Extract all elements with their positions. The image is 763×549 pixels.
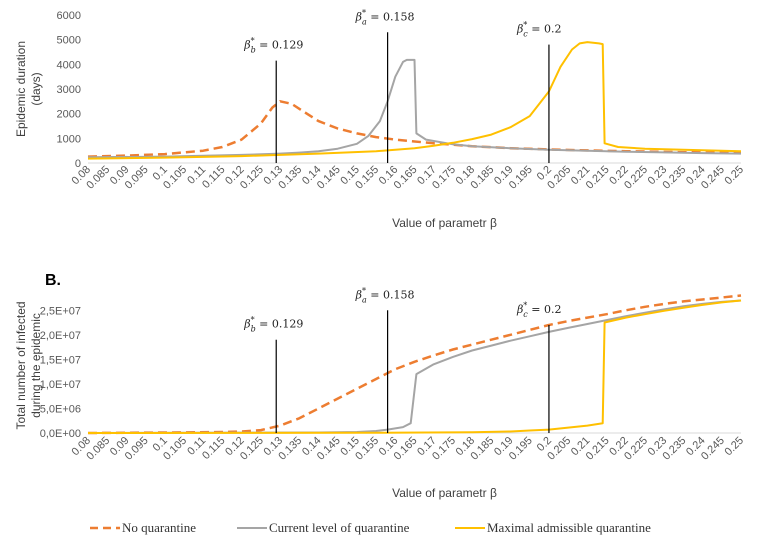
y-tick-label: 1,0E+07 xyxy=(40,379,81,391)
annotation-value: = 0.129 xyxy=(256,318,304,331)
annotation-value: = 0.129 xyxy=(256,39,304,52)
y-tick-label: 0 xyxy=(75,158,81,170)
annotation-subscript: b xyxy=(251,46,256,55)
threshold-annotation: β* a = 0.158 xyxy=(355,8,415,26)
y-tick-label: 4000 xyxy=(57,59,81,71)
annotation-star: * xyxy=(251,316,255,325)
annotation-value: = 0.158 xyxy=(367,288,415,301)
annotation-star: * xyxy=(362,286,366,295)
threshold-annotation: β* a = 0.158 xyxy=(355,286,415,304)
annotation-subscript: c xyxy=(523,30,528,39)
panel-label: B. xyxy=(45,272,61,289)
annotation-subscript: a xyxy=(362,295,367,304)
legend-label: No quarantine xyxy=(122,520,196,535)
panel-a-epidemic-duration-chart: 01000200030004000500060000.080.0850.090.… xyxy=(14,8,746,230)
y-tick-label: 5000 xyxy=(57,35,81,47)
threshold-annotation: β* c = 0.2 xyxy=(516,301,562,319)
y-tick-label: 1000 xyxy=(57,133,81,145)
legend: No quarantine Current level of quarantine… xyxy=(90,520,651,535)
y-tick-label: 5,0E+06 xyxy=(40,403,81,415)
y-tick-label: 2,0E+07 xyxy=(40,330,81,342)
annotation-subscript: c xyxy=(523,310,528,319)
x-tick-label: 0.25 xyxy=(722,435,746,459)
series-line-current-level-of-quarantine xyxy=(87,299,742,434)
y-axis-title-line: Epidemic duration xyxy=(14,41,28,137)
annotation-value: = 0.2 xyxy=(528,303,562,316)
y-tick-label: 1,5E+07 xyxy=(40,354,81,366)
y-tick-label: 0,0E+00 xyxy=(40,428,81,440)
y-axis-title-line: Total number of infected xyxy=(14,301,28,429)
annotation-star: * xyxy=(251,37,255,46)
annotation-star: * xyxy=(523,301,527,310)
series-line-current-level-of-quarantine xyxy=(87,58,742,159)
y-tick-label: 2,5E+07 xyxy=(40,305,81,317)
x-tick-label: 0.25 xyxy=(722,164,746,188)
annotation-symbol: β xyxy=(243,39,250,52)
annotation-symbol: β xyxy=(355,10,362,23)
threshold-annotation: β* b = 0.129 xyxy=(243,316,303,334)
x-axis-title: Value of parametr β xyxy=(392,216,497,230)
annotation-symbol: β xyxy=(243,318,250,331)
y-axis-title-line: during the epidemic xyxy=(29,313,43,418)
y-tick-label: 6000 xyxy=(57,10,81,22)
panel-b-total-infected-chart: 0,0E+00 5,0E+06 1,0E+07 1,5E+07 2,0E+07 2,5E+… xyxy=(14,272,746,500)
y-axis-title: Epidemic duration(days) xyxy=(14,41,43,137)
y-tick-label: 2000 xyxy=(57,109,81,121)
legend-label: Current level of quarantine xyxy=(269,520,410,535)
annotation-subscript: a xyxy=(362,17,367,26)
y-axis-title: Total number of infectedduring the epide… xyxy=(14,301,43,429)
x-axis-title: Value of parametr β xyxy=(392,486,497,500)
annotation-value: = 0.2 xyxy=(528,23,562,36)
annotation-symbol: β xyxy=(355,288,362,301)
y-axis-title-line: (days) xyxy=(29,72,43,105)
legend-label: Maximal admissible quarantine xyxy=(487,520,651,535)
annotation-star: * xyxy=(523,21,527,30)
annotation-symbol: β xyxy=(516,23,523,36)
series-line-no-quarantine xyxy=(87,294,742,435)
threshold-annotation: β* c = 0.2 xyxy=(516,21,562,39)
series-line-maximal-admissible-quarantine xyxy=(87,299,742,434)
annotation-star: * xyxy=(362,8,366,17)
annotation-subscript: b xyxy=(251,325,256,334)
annotation-symbol: β xyxy=(516,303,523,316)
annotation-value: = 0.158 xyxy=(367,10,415,23)
y-tick-label: 3000 xyxy=(57,84,81,96)
threshold-annotation: β* b = 0.129 xyxy=(243,37,303,55)
